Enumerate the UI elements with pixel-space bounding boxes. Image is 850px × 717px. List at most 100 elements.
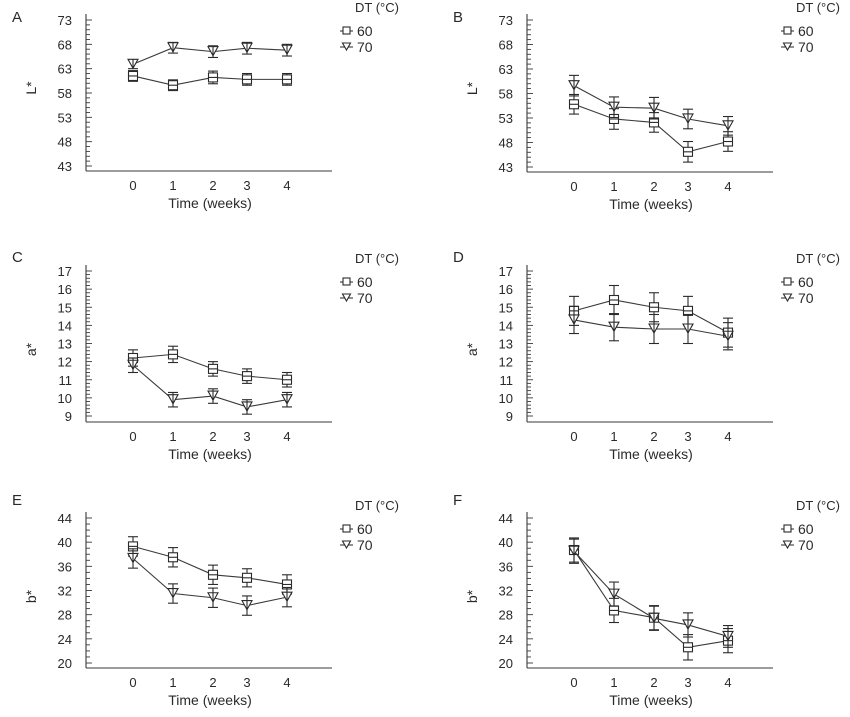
x-tick-label: 0: [570, 675, 577, 690]
legend-item-70: 70: [781, 537, 814, 553]
legend-label: 70: [357, 537, 373, 553]
x-tick-label: 3: [243, 178, 250, 193]
series-70: [127, 357, 293, 415]
x-tick-label: 3: [684, 179, 691, 194]
y-tick-label: 63: [58, 62, 72, 77]
x-tick-label: 1: [610, 179, 617, 194]
series-60: [127, 536, 293, 595]
legend-label: 70: [798, 537, 814, 553]
panel-letter: A: [12, 9, 22, 26]
y-tick-label: 68: [499, 38, 513, 53]
x-tick-label: 0: [570, 429, 577, 444]
panel-b: B 43 48 53 58 63 68 73 0 1 2 3 4 Time (weeks) L* DT (°C…: [453, 0, 840, 212]
y-tick-label: 9: [65, 409, 72, 424]
x-tick-label: 4: [283, 429, 290, 444]
legend-item-70: 70: [340, 290, 373, 306]
y-axis-title: a*: [23, 342, 39, 356]
y-tick-label: 40: [58, 535, 72, 550]
x-tick-label: 0: [129, 178, 136, 193]
x-axis-title: Time (weeks): [609, 692, 693, 708]
y-tick-label: 13: [499, 337, 513, 352]
y-axis-title: b*: [23, 589, 39, 603]
y-tick-label: 63: [499, 62, 513, 77]
panel-a: A 43 48 53 58 63 68 73 0 1 2 3 4 Time (weeks) L* DT (°C…: [12, 0, 399, 211]
x-axis-title: Time (weeks): [609, 446, 693, 462]
y-tick-label: 58: [499, 87, 513, 102]
panel-letter: B: [453, 9, 463, 26]
x-tick-label: 4: [724, 675, 731, 690]
y-tick-label: 53: [58, 110, 72, 125]
x-tick-label: 2: [650, 179, 657, 194]
panel-e: E 20 24 28 32 36 40 44 0 1 2 3 4 Time (weeks) b* DT (°C…: [12, 492, 399, 708]
legend-triangle-icon: [341, 293, 352, 303]
y-tick-label: 24: [499, 632, 513, 647]
y-tick-label: 73: [58, 13, 72, 28]
x-axis-title: Time (weeks): [168, 692, 252, 708]
legend-label: 60: [798, 521, 814, 537]
y-tick-label: 13: [58, 337, 72, 352]
x-tick-label: 4: [724, 179, 731, 194]
series-70: [568, 74, 734, 136]
x-tick-label: 2: [650, 675, 657, 690]
x-tick-label: 1: [610, 429, 617, 444]
series-70: [568, 305, 734, 351]
y-axis-title: a*: [464, 342, 480, 356]
y-tick-label: 28: [499, 608, 513, 623]
x-tick-label: 2: [209, 429, 216, 444]
legend-label: 60: [357, 274, 373, 290]
y-tick-label: 73: [499, 13, 513, 28]
y-tick-label: 43: [499, 160, 513, 175]
x-tick-label: 0: [129, 675, 136, 690]
y-tick-label: 32: [58, 584, 72, 599]
y-tick-label: 11: [59, 373, 73, 388]
x-tick-label: 3: [243, 675, 250, 690]
panel-letter: C: [12, 249, 23, 266]
x-tick-label: 0: [129, 429, 136, 444]
legend-triangle-icon: [782, 293, 793, 303]
legend-title: DT (°C): [796, 251, 840, 266]
series-60: [127, 345, 293, 388]
y-tick-label: 44: [499, 511, 513, 526]
series-line: [573, 550, 729, 637]
legend-title: DT (°C): [796, 498, 840, 513]
series-60: [127, 70, 293, 92]
legend-label: 70: [798, 39, 814, 55]
panel-letter: D: [453, 249, 464, 266]
y-tick-label: 12: [499, 355, 513, 370]
x-tick-label: 2: [209, 178, 216, 193]
panel-letter: E: [12, 492, 22, 509]
panel-letter: F: [453, 492, 462, 509]
legend-label: 60: [798, 23, 814, 39]
y-tick-label: 14: [499, 318, 513, 333]
y-tick-label: 16: [499, 282, 513, 297]
y-tick-label: 15: [58, 300, 72, 315]
legend-square-icon: [342, 26, 351, 35]
y-tick-label: 36: [58, 559, 72, 574]
legend-label: 60: [357, 521, 373, 537]
legend-square-icon: [342, 524, 351, 533]
legend-label: 60: [798, 274, 814, 290]
y-tick-label: 16: [58, 282, 72, 297]
x-tick-label: 1: [610, 675, 617, 690]
series-line: [573, 103, 729, 153]
legend-label: 70: [798, 290, 814, 306]
y-tick-label: 17: [499, 264, 513, 279]
y-tick-label: 10: [499, 391, 513, 406]
y-axis-title: b*: [464, 589, 480, 603]
series-60: [568, 537, 734, 661]
x-tick-label: 1: [169, 675, 176, 690]
legend-label: 70: [357, 290, 373, 306]
x-axis-title: Time (weeks): [168, 446, 252, 462]
x-axis-title: Time (weeks): [609, 196, 693, 212]
y-tick-label: 11: [500, 373, 514, 388]
x-tick-label: 1: [169, 429, 176, 444]
y-tick-label: 36: [499, 559, 513, 574]
y-tick-label: 43: [58, 159, 72, 174]
